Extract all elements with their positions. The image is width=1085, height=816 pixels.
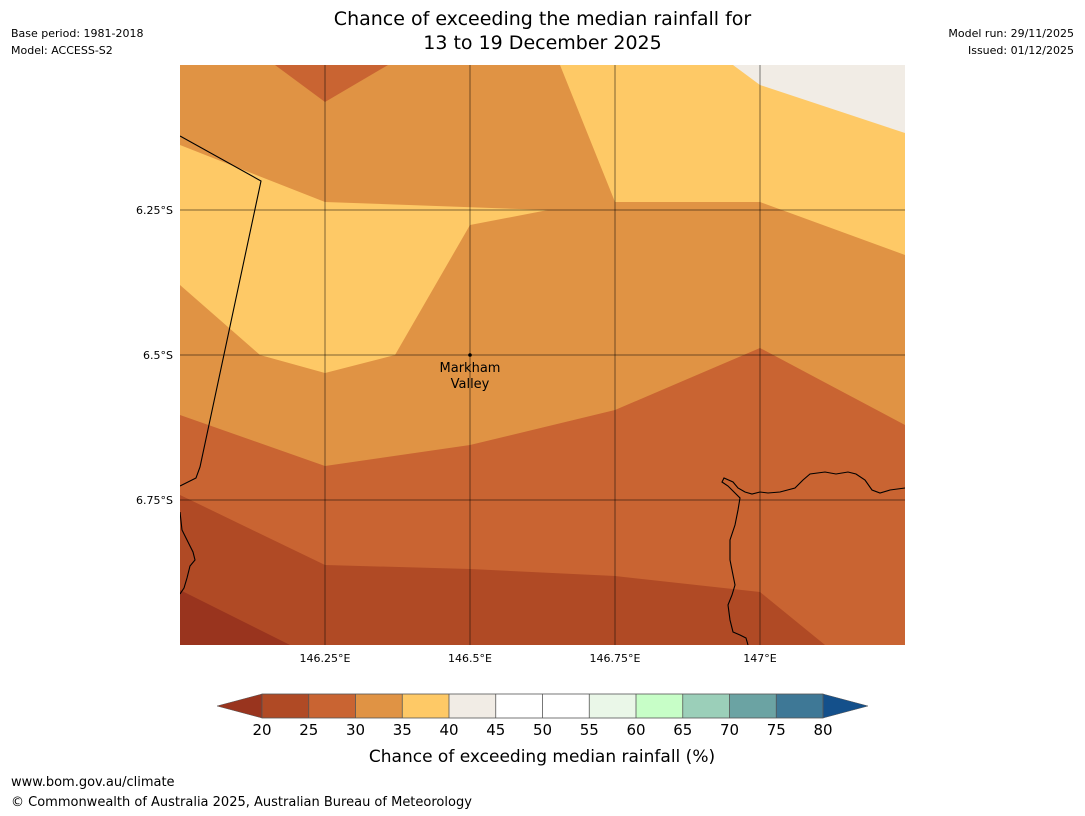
base-period-text: Base period: 1981-2018 xyxy=(11,27,144,40)
colorbar-tick-40: 40 xyxy=(439,721,458,739)
model-text: Model: ACCESS-S2 xyxy=(11,44,113,57)
lon-label-146.75: 146.75°E xyxy=(590,652,641,665)
lon-label-146.5: 146.5°E xyxy=(448,652,492,665)
coastline-southwest xyxy=(180,511,196,595)
colorbar-arrow-high xyxy=(822,693,869,719)
colorbar-tick-60: 60 xyxy=(626,721,645,739)
colorbar-tick-35: 35 xyxy=(393,721,412,739)
colorbar-cell-20-25 xyxy=(262,694,309,718)
map-title: Chance of exceeding the median rainfall … xyxy=(0,7,1085,55)
colorbar-cell-45-50 xyxy=(495,694,543,718)
title-line-2: 13 to 19 December 2025 xyxy=(423,32,662,54)
colorbar-cell-60-65 xyxy=(636,694,683,718)
region-40-45-corner xyxy=(733,65,905,133)
colorbar-tick-20: 20 xyxy=(252,721,271,739)
title-line-1: Chance of exceeding the median rainfall … xyxy=(333,8,752,30)
lat-label-6.5: 6.5°S xyxy=(143,349,173,362)
map-plot-area: Markham Valley xyxy=(180,65,905,645)
colorbar: 20 25 30 35 40 45 50 55 60 65 70 75 80 C… xyxy=(216,693,869,767)
colorbar-label: Chance of exceeding median rainfall (%) xyxy=(369,747,715,767)
place-label-line-2: Valley xyxy=(451,377,490,392)
header-right-meta: Model run: 29/11/2025 Issued: 01/12/2025 xyxy=(948,25,1074,59)
colorbar-dividers xyxy=(308,694,777,718)
footer-url[interactable]: www.bom.gov.au/climate xyxy=(11,775,175,790)
colorbar-tick-65: 65 xyxy=(673,721,692,739)
header-left-meta: Base period: 1981-2018 Model: ACCESS-S2 xyxy=(11,25,143,59)
colorbar-tick-30: 30 xyxy=(346,721,365,739)
border-line-west xyxy=(180,135,262,487)
colorbar-cell-40-45 xyxy=(449,694,496,718)
markham-valley-marker xyxy=(468,353,472,357)
colorbar-tick-55: 55 xyxy=(580,721,599,739)
region-35-40-west xyxy=(180,145,548,373)
colorbar-tick-45: 45 xyxy=(486,721,505,739)
lon-label-146.25: 146.25°E xyxy=(300,652,351,665)
colorbar-tick-75: 75 xyxy=(767,721,786,739)
colorbar-cell-50-55 xyxy=(542,694,590,718)
colorbar-cells xyxy=(262,694,823,718)
colorbar-tick-80: 80 xyxy=(813,721,832,739)
place-label-line-1: Markham xyxy=(440,361,501,376)
colorbar-cell-30-35 xyxy=(355,694,403,718)
lat-axis: 6.25°S 6.5°S 6.75°S xyxy=(136,204,173,507)
colorbar-cell-70-75 xyxy=(729,694,777,718)
region-20-25-south xyxy=(180,495,825,645)
lon-axis: 146.25°E 146.5°E 146.75°E 147°E xyxy=(300,652,777,665)
colorbar-cell-25-30 xyxy=(308,694,356,718)
colorbar-arrow-low xyxy=(216,693,263,719)
issued-text: Issued: 01/12/2025 xyxy=(967,44,1074,57)
gridlines xyxy=(180,65,905,645)
colorbar-cell-65-70 xyxy=(682,694,730,718)
lon-label-147: 147°E xyxy=(743,652,776,665)
colorbar-cell-55-60 xyxy=(589,694,636,718)
lat-label-6.25: 6.25°S xyxy=(136,204,173,217)
colorbar-tick-50: 50 xyxy=(533,721,552,739)
footer-copyright: © Commonwealth of Australia 2025, Austra… xyxy=(11,795,472,810)
colorbar-tick-25: 25 xyxy=(299,721,318,739)
region-25-30-top xyxy=(275,65,388,102)
colorbar-cell-75-80 xyxy=(776,694,823,718)
model-run-text: Model run: 29/11/2025 xyxy=(948,27,1074,40)
colorbar-tick-70: 70 xyxy=(720,721,739,739)
lat-label-6.75: 6.75°S xyxy=(136,494,173,507)
coastline-huon-gulf xyxy=(721,471,905,645)
colorbar-ticks: 20 25 30 35 40 45 50 55 60 65 70 75 80 xyxy=(252,721,832,739)
colorbar-cell-35-40 xyxy=(402,694,449,718)
region-35-40-north xyxy=(560,65,905,255)
region-below-20-corner xyxy=(180,590,290,645)
